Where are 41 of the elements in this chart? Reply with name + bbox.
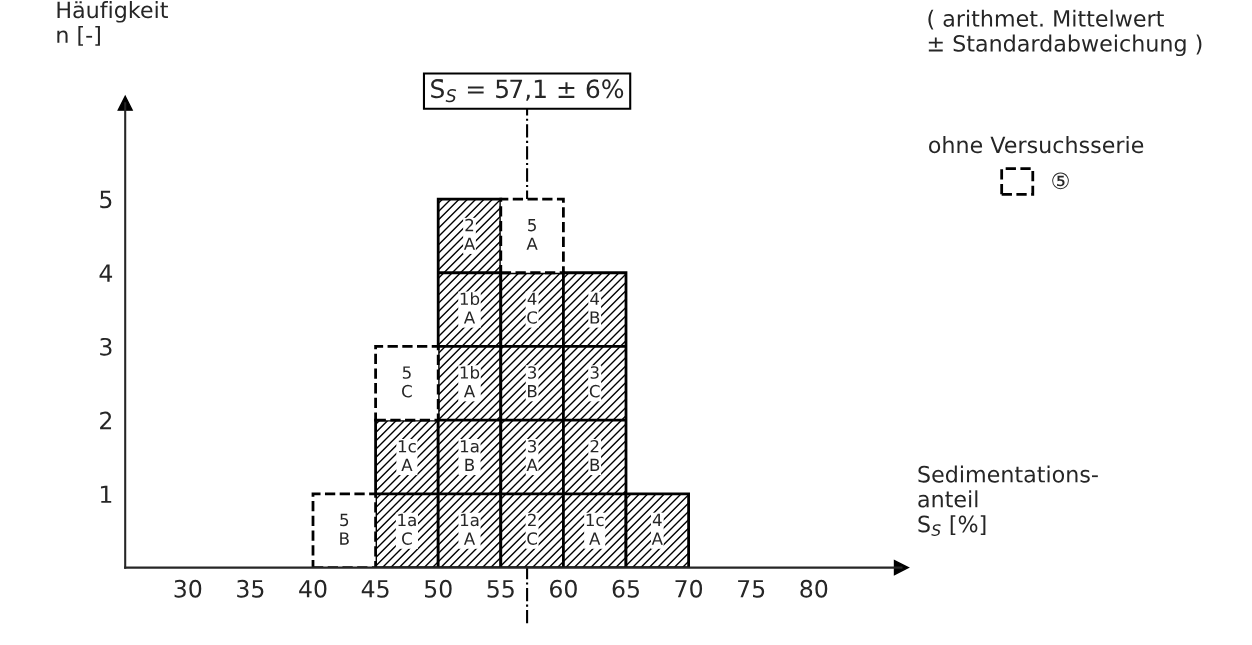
- annotation: 5 C: [402, 366, 412, 398]
- annotation: 3 B: [528, 366, 537, 398]
- x-tick-label: 55: [487, 580, 514, 598]
- x-tick-label: 40: [299, 579, 327, 598]
- annotation: 3 C: [589, 366, 600, 398]
- y-tick-label: 5: [100, 190, 112, 209]
- x-axis-title: Sedimentations- anteil S$_{S}$ [%]: [918, 465, 1098, 536]
- annotation: 1b A: [460, 292, 480, 324]
- y-tick-label: 3: [100, 337, 112, 356]
- annotation: 1c A: [398, 440, 416, 471]
- y-tick-label: 1: [100, 485, 112, 503]
- annotation: 2 B: [590, 439, 600, 471]
- legend-label: ⑤: [1052, 172, 1069, 190]
- ref-line-label: S̄$_{S}$ = 57,1 ± 6%: [431, 79, 624, 103]
- x-tick-label: 70: [675, 579, 703, 598]
- x-tick-label: 65: [612, 579, 639, 598]
- x-tick-label: 60: [550, 579, 577, 598]
- y-tick-label: 2: [100, 411, 112, 430]
- annotation: 5 B: [340, 513, 349, 545]
- x-tick-label: 75: [738, 580, 765, 598]
- annotation: 4 A: [651, 513, 663, 545]
- x-tick-label: 50: [425, 579, 452, 598]
- annotation: 2 A: [463, 218, 476, 250]
- x-tick-label: 35: [237, 579, 264, 598]
- annotation: 1b A: [460, 365, 480, 398]
- annotation: 4 C: [527, 292, 538, 324]
- annotation: 3 A: [526, 439, 538, 471]
- x-tick-label: 30: [174, 579, 202, 598]
- annotation: 1a A: [460, 513, 479, 545]
- x-tick-label: 80: [800, 579, 828, 598]
- annotation: 1a B: [460, 440, 479, 471]
- legend-title: ohne Versuchsserie: [929, 136, 1144, 154]
- annotation: 1c A: [586, 513, 604, 545]
- y-axis-title: Häufigkeit n [-]: [57, 1, 168, 46]
- annotation: 2 C: [527, 513, 538, 545]
- annotation: 1a C: [398, 513, 416, 545]
- x-tick-label: 45: [361, 580, 389, 598]
- text: ( arithmet. Mittelwert ± Standardabweichung ): [928, 9, 1202, 57]
- annotation: 5 A: [526, 219, 538, 250]
- annotation: 4 B: [590, 292, 600, 324]
- y-tick-label: 4: [99, 264, 113, 282]
